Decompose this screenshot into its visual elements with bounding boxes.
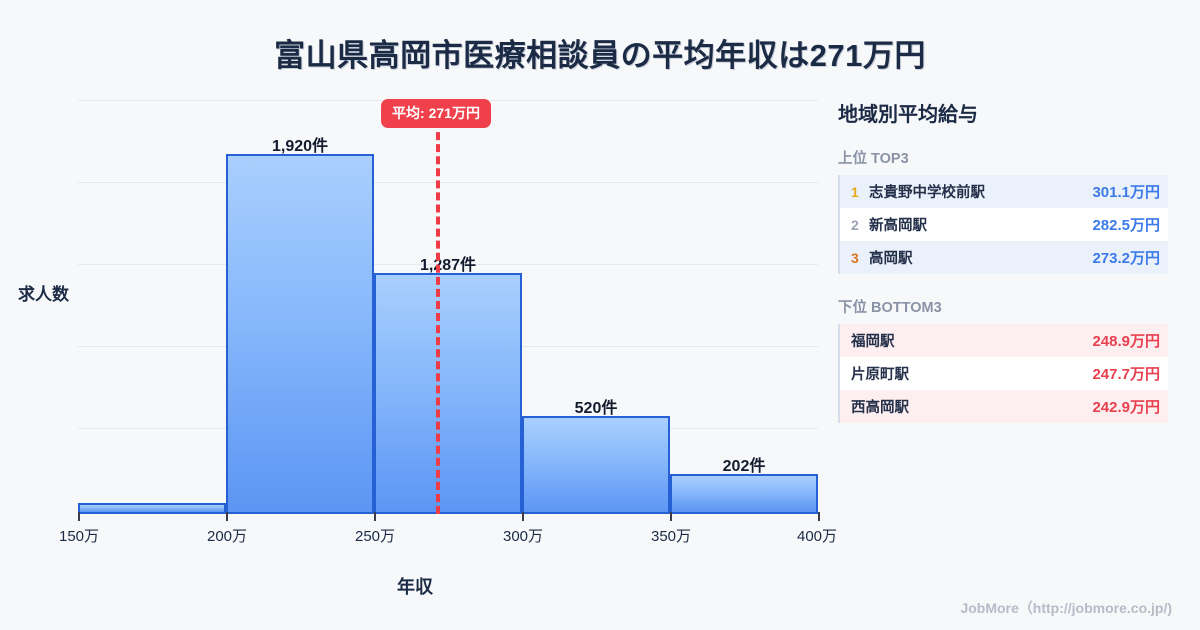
table-row[interactable]: 西高岡駅 242.9万円 [840,390,1168,423]
x-tick [226,512,228,521]
salary-value: 248.9万円 [1092,333,1160,350]
bar-value-label: 1,920件 [271,138,329,155]
x-tick [670,512,672,521]
salary-value: 242.9万円 [1092,399,1160,416]
salary-value: 282.5万円 [1092,217,1160,234]
station-name: 片原町駅 [851,367,909,383]
bottom3-heading: 下位 BOTTOM3 [838,300,942,316]
x-tick-label: 300万 [502,528,544,545]
bar-250-300[interactable] [374,273,522,514]
x-tick [78,512,80,521]
histogram-chart: 求人数 年収 1,920件 1,287件 520件 202件 平均: 271万円… [0,88,837,597]
gridline [78,264,818,265]
table-row[interactable]: 3 高岡駅 273.2万円 [840,241,1168,274]
average-line [436,120,440,514]
table-row[interactable]: 片原町駅 247.7万円 [840,357,1168,390]
station-name: 志貴野中学校前駅 [869,185,985,201]
y-axis-label: 求人数 [18,285,69,304]
salary-value: 247.7万円 [1092,366,1160,383]
salary-value: 301.1万円 [1092,184,1160,201]
bar-value-label: 202件 [722,458,766,475]
average-badge: 平均: 271万円 [381,99,491,128]
table-row[interactable]: 福岡駅 248.9万円 [840,324,1168,357]
x-tick-label: 250万 [354,528,396,545]
x-tick [374,512,376,521]
x-tick-label: 400万 [796,528,838,545]
table-row[interactable]: 2 新高岡駅 282.5万円 [840,208,1168,241]
station-name: 西高岡駅 [851,400,909,416]
x-tick-label: 200万 [206,528,248,545]
page-title: 富山県高岡市医療相談員の平均年収は271万円 [274,38,926,73]
station-name: 福岡駅 [851,334,895,350]
station-name: 高岡駅 [869,251,913,267]
salary-value: 273.2万円 [1092,250,1160,267]
bar-350-400[interactable] [670,474,818,514]
x-axis-label: 年収 [397,577,433,597]
x-tick-label: 350万 [650,528,692,545]
gridline [78,182,818,183]
bottom3-table: 福岡駅 248.9万円 片原町駅 247.7万円 西高岡駅 242.9万円 [838,324,1168,423]
x-tick-label: 150万 [58,528,100,545]
top3-table: 1 志貴野中学校前駅 301.1万円 2 新高岡駅 282.5万円 3 高岡駅 … [838,175,1168,274]
bar-value-label: 520件 [574,400,618,417]
rank-number: 3 [851,249,859,266]
rank-number: 1 [851,183,859,200]
station-name: 新高岡駅 [869,218,927,234]
rank-number: 2 [851,216,859,233]
panel-title: 地域別平均給与 [838,104,978,126]
bar-300-350[interactable] [522,416,670,514]
table-row[interactable]: 1 志貴野中学校前駅 301.1万円 [840,175,1168,208]
regional-salary-panel: 地域別平均給与 上位 TOP3 1 志貴野中学校前駅 301.1万円 2 新高岡… [838,98,1168,445]
x-tick [522,512,524,521]
x-tick [818,512,820,521]
top3-heading: 上位 TOP3 [838,151,909,167]
footer-credit: JobMore（http://jobmore.co.jp/) [960,600,1172,616]
bar-200-250[interactable] [226,154,374,514]
bar-value-label: 1,287件 [419,257,477,274]
bar-150-200[interactable] [78,503,226,514]
